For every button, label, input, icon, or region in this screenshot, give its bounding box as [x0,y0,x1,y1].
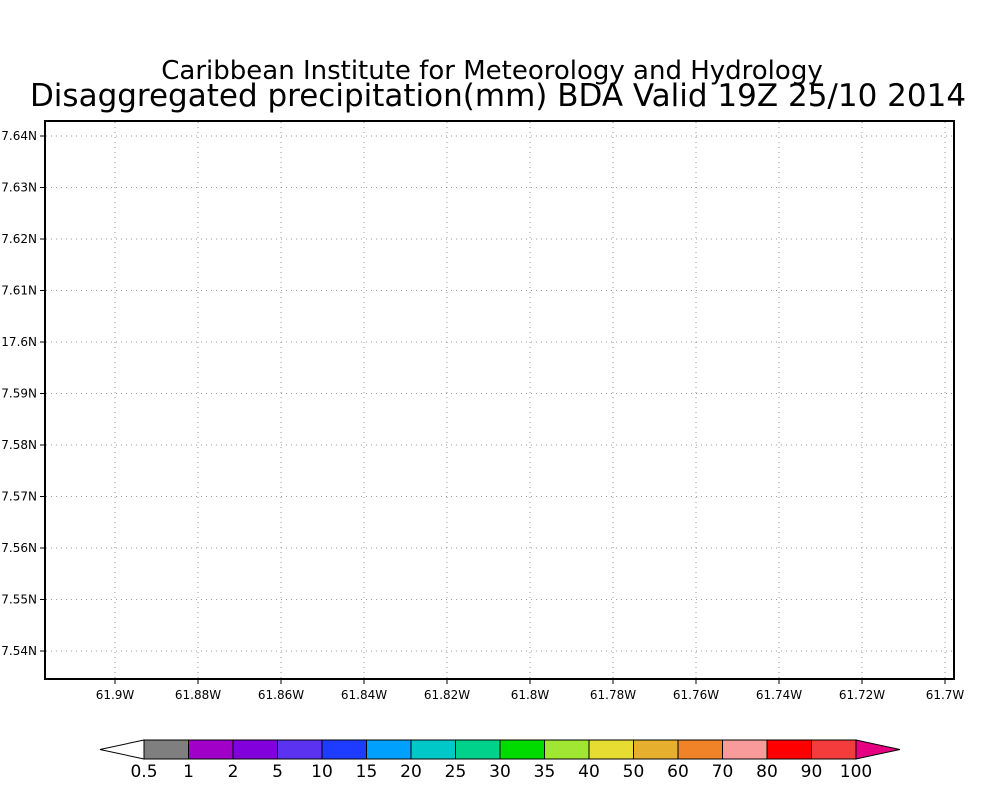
lon-tick-label: 61.9W [96,688,135,702]
colorbar-swatch [544,739,590,760]
lat-tick-label: 7.56N [1,541,37,555]
colorbar-swatch [766,739,812,760]
map-frame [44,120,955,680]
colorbar-swatch [143,739,189,760]
precipitation-colorbar: 0.5 1 2 5 10 15 20 25 30 35 40 50 60 70 80 90 100 [99,739,901,782]
lon-tick-label: 61.82W [424,688,470,702]
colorbar-swatch [633,739,679,760]
longitude-axis: 61.9W 61.88W 61.86W 61.84W 61.82W 61.8W 61.78W… [96,679,965,702]
colorbar-label: 25 [445,762,467,782]
colorbar-label: 2 [228,762,239,782]
colorbar-label: 20 [400,762,422,782]
lon-tick-label: 61.7W [926,688,965,702]
colorbar-label: 50 [623,762,645,782]
colorbar-label: 5 [272,762,283,782]
colorbar-label: 60 [667,762,689,782]
lat-tick-label: 17.6N [1,335,37,349]
lon-tick-label: 61.74W [756,688,802,702]
colorbar-label: 90 [801,762,823,782]
colorbar-label: 0.5 [130,762,157,782]
colorbar-swatch [588,739,634,760]
lon-tick-label: 61.86W [258,688,304,702]
colorbar-swatch [811,739,857,760]
colorbar-over-arrow [855,739,901,760]
colorbar-label: 40 [578,762,600,782]
lon-tick-label: 61.8W [511,688,550,702]
lon-tick-label: 61.88W [175,688,221,702]
lon-tick-label: 61.76W [673,688,719,702]
lat-tick-label: 7.57N [1,490,37,504]
colorbar-label: 70 [712,762,734,782]
map-subtitle: Disaggregated precipitation(mm) BDA Vali… [30,78,966,114]
colorbar-swatch [722,739,768,760]
colorbar-label: 30 [489,762,511,782]
colorbar-label: 100 [840,762,872,782]
colorbar-swatch [232,739,278,760]
colorbar-label: 10 [311,762,333,782]
colorbar-swatch [499,739,545,760]
colorbar-swatch [188,739,234,760]
lon-tick-label: 61.78W [590,688,636,702]
lat-tick-label: 7.63N [1,181,37,195]
colorbar-label: 35 [534,762,556,782]
colorbar-label: 80 [756,762,778,782]
colorbar-swatch [677,739,723,760]
colorbar-swatch [277,739,323,760]
lat-tick-label: 7.54N [1,644,37,658]
colorbar-swatch [410,739,456,760]
colorbar-label: 1 [183,762,194,782]
latitude-axis: 7.64N 7.63N 7.62N 7.61N 17.6N 7.59N 7.58N 7.57N… [1,129,45,658]
lat-tick-label: 7.64N [1,129,37,143]
lat-tick-label: 7.61N [1,284,37,298]
lat-tick-label: 7.59N [1,387,37,401]
lat-tick-label: 7.62N [1,232,37,246]
lat-tick-label: 7.55N [1,593,37,607]
colorbar-label: 15 [356,762,378,782]
graticule [46,122,953,678]
lon-tick-label: 61.72W [839,688,885,702]
colorbar-swatch [366,739,412,760]
lat-tick-label: 7.58N [1,438,37,452]
lon-tick-label: 61.84W [341,688,387,702]
map-title: Caribbean Institute for Meteorology and … [161,56,822,86]
colorbar-swatch [455,739,501,760]
colorbar-swatch [321,739,367,760]
colorbar-under-arrow [99,739,145,760]
